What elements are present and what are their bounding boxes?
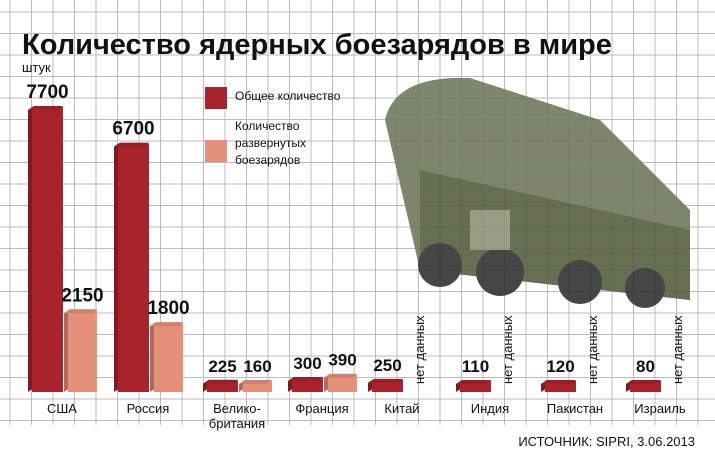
value-label: 390 [328,351,356,370]
bar [630,381,661,392]
x-tick-label: США [47,401,77,416]
bar [68,310,97,392]
bar-top [203,379,238,384]
bar-top [456,380,491,384]
bar-top [239,380,272,384]
value-label: 300 [293,354,321,373]
legend-label: Количество развернутых боезарядов [235,119,307,167]
value-label: 1800 [147,298,189,319]
value-label: 80 [636,357,655,376]
value-label: 2150 [61,285,103,306]
bar-top [150,322,183,327]
x-tick-label: Индия [470,401,510,416]
bar-top [368,378,403,383]
bar [32,107,63,392]
bar-top [324,373,357,378]
bar-top [28,106,63,110]
bar-top [626,380,661,384]
no-data-label: нет данных [585,315,600,384]
bar [545,381,576,392]
legend-label: Общее количество [235,89,341,103]
bar-top [114,142,149,147]
x-tick-label: Израиль [634,401,686,416]
bar [292,378,323,392]
value-label: 110 [462,357,489,376]
bar-top [541,380,576,384]
value-label: 160 [243,357,271,376]
value-label: 6700 [112,119,154,140]
legend-swatch [205,87,227,109]
source: ИСТОЧНИК: SIPRI, 3.06.2013 [518,434,695,449]
chart-subtitle: штук [22,60,51,75]
bar [118,143,149,392]
missile-illustration [385,77,690,308]
bar-top [64,309,97,314]
x-tick-label: Китай [384,401,420,416]
bar [372,379,403,392]
bar [460,381,491,392]
bar [328,374,357,392]
value-label: 250 [373,356,401,375]
x-tick-label: Велико- британия [208,401,266,431]
x-tick-label: Пакистан [546,401,604,416]
value-label: 225 [208,357,236,376]
x-tick-label: Франция [295,401,349,416]
value-label: 7700 [26,82,68,103]
bar [154,323,183,392]
chart-title: Количество ядерных боезарядов в мире [22,29,612,61]
no-data-label: нет данных [670,315,685,384]
bar-top [288,377,323,382]
x-tick-label: Россия [126,401,170,416]
no-data-label: нет данных [500,315,515,384]
legend-swatch [205,140,227,162]
bar [243,381,272,392]
bar [207,380,238,392]
no-data-label: нет данных [412,315,427,384]
value-label: 120 [546,357,574,376]
